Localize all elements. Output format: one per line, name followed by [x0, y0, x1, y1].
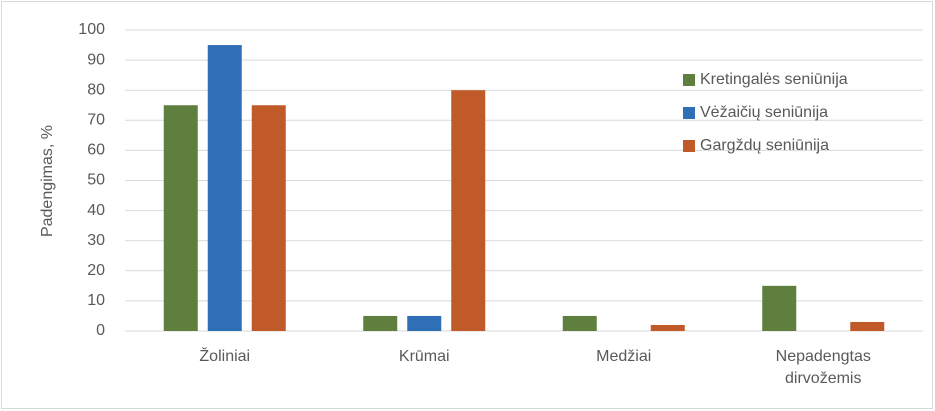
x-tick-label: Nepadengtas dirvožemis — [776, 348, 871, 387]
y-tick-label: 20 — [87, 262, 105, 279]
legend-label: Vėžaičių seniūnija — [700, 104, 828, 121]
x-tick-label: Medžiai — [596, 348, 651, 365]
y-tick-label: 70 — [87, 112, 105, 129]
y-tick-label: 40 — [87, 202, 105, 219]
y-tick-label: 80 — [87, 81, 105, 98]
bar — [407, 315, 442, 331]
y-tick-label: 50 — [87, 172, 105, 189]
bar — [363, 315, 398, 331]
bar — [562, 315, 597, 331]
bar — [650, 324, 685, 331]
bar — [163, 105, 198, 331]
legend-swatch — [683, 140, 695, 152]
x-tick-label: Žoliniai — [199, 346, 250, 365]
y-tick-label: 100 — [78, 21, 105, 38]
bar — [762, 285, 797, 331]
y-tick-label: 0 — [96, 322, 105, 339]
y-tick-label: 90 — [87, 51, 105, 68]
bar — [451, 90, 486, 331]
legend-label: Gargždų seniūnija — [700, 137, 829, 154]
bar — [207, 45, 242, 332]
bar — [251, 105, 286, 331]
legend-label: Kretingalės seniūnija — [700, 71, 848, 88]
legend-swatch — [683, 74, 695, 86]
y-tick-label: 30 — [87, 232, 105, 249]
x-tick-label: Krūmai — [399, 348, 450, 365]
y-tick-label: 60 — [87, 142, 105, 159]
y-axis-label: Padengimas, % — [39, 125, 56, 237]
legend-swatch — [683, 107, 695, 119]
bar — [850, 321, 885, 331]
y-tick-label: 10 — [87, 292, 105, 309]
